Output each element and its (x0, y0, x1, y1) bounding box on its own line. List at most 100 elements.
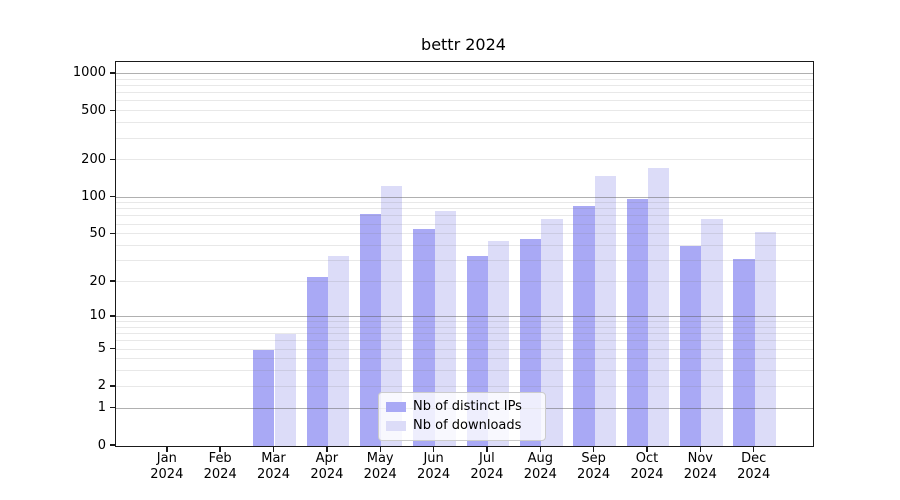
bar-dec-distinct-ips (733, 259, 755, 446)
y-tick-label-2: 2 (97, 378, 106, 394)
bar-dec-downloads (754, 232, 776, 446)
gridline-500 (116, 110, 813, 112)
legend-label: Nb of distinct IPs (413, 399, 522, 414)
bar-mar-distinct-ips (253, 349, 275, 446)
gridline-900 (116, 78, 813, 80)
bar-nov-downloads (701, 218, 723, 446)
y-tick-mark-100 (110, 195, 115, 198)
bar-jun-downloads (434, 210, 456, 446)
x-tick-label-nov: Nov 2024 (683, 451, 717, 482)
y-tick-label-20: 20 (89, 273, 106, 289)
legend-swatch-distinct-ips (386, 401, 406, 412)
x-tick-label-feb: Feb 2024 (203, 451, 237, 482)
x-tick-label-sep: Sep 2024 (577, 451, 611, 482)
chart-title: bettr 2024 (421, 35, 506, 54)
gridline-6 (116, 340, 813, 342)
x-tick-label-jun: Jun 2024 (417, 451, 451, 482)
x-tick-mark-may (379, 446, 381, 452)
legend-entry-distinct-ips: Nb of distinct IPs (386, 397, 538, 416)
y-tick-mark-1000 (110, 72, 115, 74)
x-tick-mark-jan (166, 446, 168, 452)
y-tick-mark-0 (110, 444, 115, 446)
x-tick-mark-oct (646, 446, 648, 452)
legend: Nb of distinct IPs Nb of downloads (378, 392, 546, 441)
bar-may-downloads (381, 185, 403, 446)
y-tick-mark-200 (110, 158, 115, 161)
gridline-90 (116, 202, 813, 204)
y-tick-mark-5 (110, 347, 115, 350)
x-tick-mark-feb (219, 446, 221, 452)
gridline-4 (116, 358, 813, 360)
gridline-300 (116, 137, 813, 139)
gridline-30 (116, 260, 813, 262)
bar-aug-downloads (541, 218, 563, 446)
bar-may-distinct-ips (359, 214, 382, 446)
bar-nov-distinct-ips (680, 246, 702, 446)
x-tick-mark-jul (486, 446, 488, 452)
y-tick-mark-2 (110, 385, 115, 387)
gridline-70 (116, 215, 813, 217)
gridline-600 (116, 100, 813, 102)
y-tick-label-500: 500 (81, 102, 106, 118)
y-tick-mark-10 (110, 315, 115, 317)
gridline-3 (116, 370, 813, 372)
bar-mar-downloads (274, 334, 296, 446)
y-tick-label-5: 5 (97, 341, 106, 356)
gridline-20 (116, 281, 813, 282)
y-tick-label-1000: 1000 (72, 65, 106, 81)
gridline-40 (116, 245, 813, 246)
gridline-200 (116, 159, 813, 161)
x-tick-label-oct: Oct 2024 (630, 451, 664, 482)
x-tick-label-jan: Jan 2024 (150, 451, 184, 482)
y-tick-label-200: 200 (81, 151, 106, 167)
gridline-800 (116, 84, 813, 86)
gridline-100 (116, 196, 813, 198)
x-tick-label-aug: Aug 2024 (523, 451, 557, 482)
x-tick-mark-aug (539, 446, 541, 452)
y-tick-mark-500 (110, 109, 115, 111)
y-tick-label-10: 10 (89, 308, 106, 324)
gridline-10 (116, 315, 813, 317)
gridline-8 (116, 326, 813, 328)
legend-label: Nb of downloads (413, 418, 522, 433)
y-tick-mark-50 (110, 232, 115, 234)
gridline-1000 (116, 72, 813, 74)
x-tick-mark-apr (326, 446, 328, 452)
bar-sep-distinct-ips (573, 206, 595, 446)
y-tick-label-1: 1 (97, 400, 106, 416)
x-tick-label-dec: Dec 2024 (737, 451, 771, 482)
gridline-400 (116, 122, 813, 124)
x-tick-label-may: May 2024 (363, 451, 397, 482)
bar-sep-downloads (594, 175, 616, 446)
y-tick-label-50: 50 (89, 225, 106, 241)
gridline-60 (116, 223, 813, 225)
x-tick-label-apr: Apr 2024 (310, 451, 344, 482)
y-tick-label-100: 100 (81, 189, 106, 204)
plot-area (115, 61, 814, 447)
gridline-7 (116, 333, 813, 334)
bar-oct-distinct-ips (626, 199, 648, 446)
bar-apr-downloads (327, 256, 350, 446)
x-tick-mark-sep (592, 446, 595, 452)
legend-swatch-downloads (386, 420, 406, 431)
gridline-2 (116, 385, 813, 387)
gridline-80 (116, 208, 813, 210)
x-tick-label-jul: Jul 2024 (470, 451, 504, 482)
x-tick-mark-dec (752, 446, 755, 452)
gridline-9 (116, 321, 813, 322)
bar-apr-distinct-ips (306, 277, 328, 446)
x-tick-mark-mar (272, 446, 275, 452)
x-tick-label-mar: Mar 2024 (256, 451, 291, 482)
y-tick-mark-1 (110, 406, 115, 409)
legend-entry-downloads: Nb of downloads (386, 416, 538, 435)
y-tick-mark-20 (110, 280, 115, 282)
bar-oct-downloads (647, 167, 670, 446)
gridline-700 (116, 92, 813, 94)
bar-jun-distinct-ips (413, 229, 435, 446)
y-tick-label-0: 0 (97, 437, 106, 453)
gridline-5 (116, 348, 813, 350)
x-tick-mark-jun (432, 446, 435, 452)
x-tick-mark-nov (699, 446, 701, 452)
gridline-50 (116, 233, 813, 235)
